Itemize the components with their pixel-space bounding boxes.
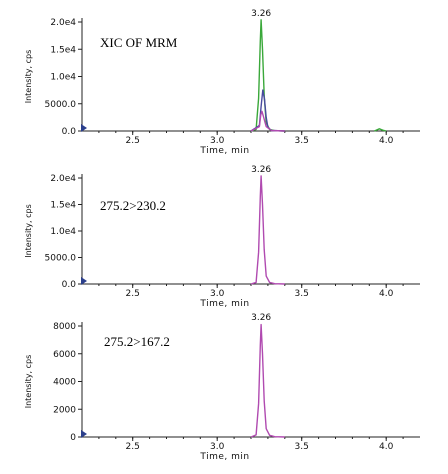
x-axis-title: Time, min	[199, 146, 249, 156]
panel-annotation: 275.2>230.2	[100, 198, 166, 213]
y-tick-label: 1.5e4	[50, 201, 76, 211]
x-tick-label: 2.5	[126, 442, 140, 452]
y-tick-label: 6000	[53, 350, 76, 360]
chromatogram-trace-1	[250, 175, 285, 285]
panel-annotation: 275.2>167.2	[104, 334, 170, 349]
baseline-marker	[81, 124, 87, 132]
y-tick-label: 1.0e4	[50, 227, 76, 237]
x-axis-title: Time, min	[199, 452, 249, 462]
y-tick-label: 2.0e4	[50, 18, 76, 28]
x-tick-label: 2.5	[126, 136, 140, 146]
chromatogram-trace-3	[250, 110, 285, 132]
y-tick-label: 0	[70, 433, 76, 443]
y-axis-title: Intensity, cps	[24, 355, 33, 409]
chromatogram-trace-1	[250, 323, 285, 438]
chart-panel-1: 0.0 5000.0 1.0e4 1.5e4 2.0e4 2.5 3.0 3.5 4.0 Time…	[24, 9, 420, 156]
y-tick-label: 5000.0	[45, 100, 77, 110]
x-axis-title: Time, min	[199, 299, 249, 309]
chromatogram-trace-4	[374, 128, 387, 132]
x-tick-label: 2.5	[126, 289, 140, 299]
y-tick-label: 2.0e4	[50, 174, 76, 184]
y-axis-title: Intensity, cps	[24, 50, 33, 104]
x-tick-label: 3.5	[295, 442, 309, 452]
y-tick-label: 8000	[53, 322, 76, 332]
x-tick-label: 4.0	[379, 442, 394, 452]
y-tick-label: 4000	[53, 378, 76, 388]
y-tick-label: 1.5e4	[50, 45, 76, 55]
x-tick-label: 4.0	[379, 289, 394, 299]
panel-annotation: XIC OF MRM	[100, 35, 178, 50]
y-tick-label: 5000.0	[45, 254, 77, 264]
y-tick-label: 2000	[53, 405, 76, 415]
x-tick-label: 4.0	[379, 136, 394, 146]
x-tick-label: 3.0	[210, 289, 225, 299]
x-tick-label: 3.5	[295, 136, 309, 146]
x-tick-label: 3.0	[210, 136, 225, 146]
y-axis-title: Intensity, cps	[24, 204, 33, 258]
y-tick-label: 1.0e4	[50, 73, 76, 83]
chromatogram-trace-1	[250, 19, 285, 132]
chart-panel-2: 0.0 5000.0 1.0e4 1.5e4 2.0e4 2.5 3.0 3.5 4.0 Time…	[24, 165, 420, 309]
x-tick-label: 3.5	[295, 289, 309, 299]
y-tick-label: 0.0	[62, 127, 77, 137]
baseline-marker	[81, 430, 87, 438]
peak-label: 3.26	[251, 313, 271, 323]
peak-label: 3.26	[251, 165, 271, 175]
x-tick-label: 3.0	[210, 442, 225, 452]
peak-label: 3.26	[251, 9, 271, 19]
y-tick-label: 0.0	[62, 280, 77, 290]
chart-panel-3: 0 2000 4000 6000 8000 2.5 3.0 3.5 4.0 Time, min In…	[24, 313, 420, 462]
baseline-marker	[81, 277, 87, 285]
